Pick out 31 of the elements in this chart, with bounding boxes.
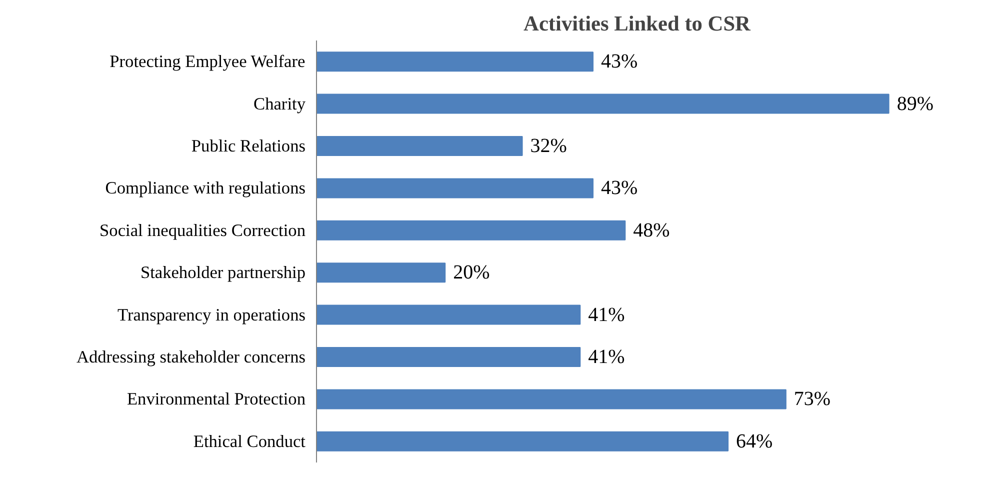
bar [316,52,594,72]
y-tick-label: Social inequalities Correction [100,220,306,240]
y-tick-label: Charity [254,94,306,114]
y-tick-label: Public Relations [191,136,306,156]
bar [316,262,446,283]
data-label: 48% [633,219,670,242]
bar [316,431,729,452]
y-tick-label: Compliance with regulations [105,178,306,198]
y-tick-label: Addressing stakeholder concerns [76,348,306,366]
data-label: 89% [896,92,934,115]
data-label: 64% [736,430,773,452]
data-label: 43% [601,50,638,73]
bar [316,347,581,367]
data-label: 73% [794,388,831,410]
y-tick-label: Environmental Protection [126,390,306,409]
data-label: 43% [601,177,638,200]
bar [316,94,890,114]
data-label: 41% [588,304,625,326]
y-tick-label: Transparency in operations [117,305,306,324]
y-tick-label: Ethical Conduct [193,432,306,451]
bar [316,389,786,410]
bar [316,178,594,198]
data-label: 32% [530,135,567,157]
y-tick-label: Protecting Emplyee Welfare [110,52,306,72]
chart-title: Activities Linked to CSR [524,12,752,36]
data-label: 20% [453,262,490,284]
data-label: 41% [588,346,625,368]
bar [316,220,626,240]
bar [316,136,523,156]
bar [316,304,581,325]
y-tick-label: Stakeholder partnership [140,263,306,282]
